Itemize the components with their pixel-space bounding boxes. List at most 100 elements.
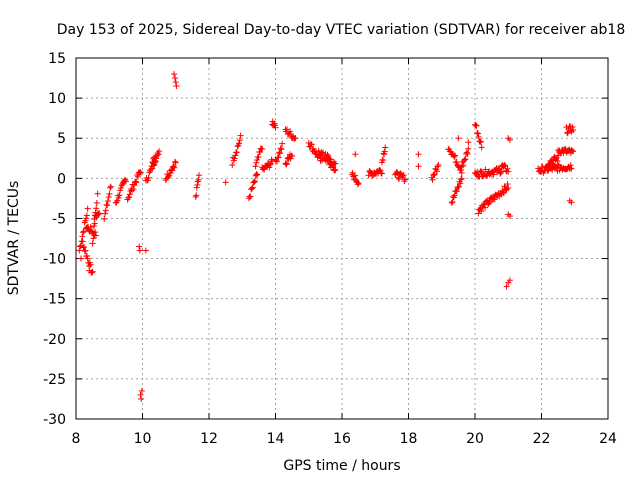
data-point [477, 168, 484, 175]
data-point [89, 240, 96, 247]
data-point [166, 172, 173, 179]
data-point [275, 154, 282, 161]
data-point [90, 235, 97, 242]
data-point [172, 158, 179, 165]
data-point [107, 184, 114, 191]
data-point [259, 145, 266, 152]
data-point [554, 157, 561, 164]
data-point [310, 145, 317, 152]
data-point [498, 168, 505, 175]
data-point [332, 160, 339, 167]
data-point [462, 156, 469, 163]
data-point [497, 169, 504, 176]
data-point [253, 171, 260, 178]
data-point [350, 173, 357, 180]
data-point [402, 176, 409, 183]
data-point [172, 75, 179, 82]
data-point [121, 177, 128, 184]
data-point [289, 153, 296, 160]
data-point [490, 171, 497, 178]
data-point [324, 151, 331, 158]
data-point [232, 152, 239, 159]
data-point [128, 187, 135, 194]
data-point [237, 132, 244, 139]
data-point [415, 151, 422, 158]
data-point [500, 190, 507, 197]
data-point [155, 151, 162, 158]
data-point [81, 248, 88, 255]
data-point [287, 128, 294, 135]
y-tick-label: 15 [48, 51, 66, 67]
data-point [569, 123, 576, 130]
data-point [435, 161, 442, 168]
data-point [331, 167, 338, 174]
data-point [173, 83, 180, 90]
plot-frame [75, 57, 609, 420]
data-point [195, 176, 202, 183]
data-point [137, 391, 144, 398]
data-point [130, 186, 137, 193]
data-point [381, 151, 388, 158]
data-point [273, 157, 280, 164]
data-point [87, 224, 94, 231]
data-point [472, 122, 479, 129]
data-point [457, 180, 464, 187]
data-point [193, 184, 200, 191]
data-point [453, 158, 460, 165]
data-point [249, 184, 256, 191]
data-point [506, 136, 513, 143]
data-point [84, 255, 91, 262]
x-tick-label: 20 [466, 431, 484, 447]
y-tick-label: -30 [43, 412, 66, 428]
x-tick-label: 14 [267, 431, 285, 447]
data-point [308, 141, 315, 148]
data-point [506, 213, 513, 220]
data-point [172, 159, 179, 166]
data-point [193, 192, 200, 199]
data-point [477, 138, 484, 145]
data-point [93, 199, 100, 206]
data-point [149, 165, 156, 172]
data-point [81, 244, 88, 251]
data-point [96, 210, 103, 217]
data-point [106, 190, 113, 197]
data-point [491, 196, 498, 203]
data-point [474, 130, 481, 137]
data-point [126, 191, 133, 198]
data-point [278, 146, 285, 153]
data-point [104, 202, 111, 209]
data-point [144, 177, 151, 184]
data-point [284, 155, 291, 162]
y-tick-label: 5 [57, 131, 66, 147]
data-point [136, 243, 143, 250]
data-point [455, 162, 462, 169]
data-point [564, 130, 571, 137]
data-point [84, 205, 91, 212]
data-point [114, 197, 121, 204]
data-point [251, 178, 258, 185]
data-point [253, 159, 260, 166]
data-point [92, 232, 99, 239]
data-point [545, 162, 552, 169]
data-point [451, 192, 458, 199]
data-point [478, 144, 485, 151]
data-point [501, 162, 508, 169]
data-point [87, 261, 94, 268]
data-point [233, 149, 240, 156]
data-point [486, 199, 493, 206]
y-tick-label: -25 [43, 372, 66, 388]
data-point [196, 172, 203, 179]
data-point [102, 207, 109, 214]
data-point [451, 153, 458, 160]
data-point [80, 229, 87, 236]
data-point [77, 243, 84, 250]
data-point [415, 163, 422, 170]
data-point [194, 181, 201, 188]
data-point [105, 194, 112, 201]
data-point [283, 161, 290, 168]
data-point [505, 168, 512, 175]
grid-lines [76, 58, 608, 419]
data-point [477, 139, 484, 146]
data-point [355, 180, 362, 187]
data-point [134, 173, 141, 180]
